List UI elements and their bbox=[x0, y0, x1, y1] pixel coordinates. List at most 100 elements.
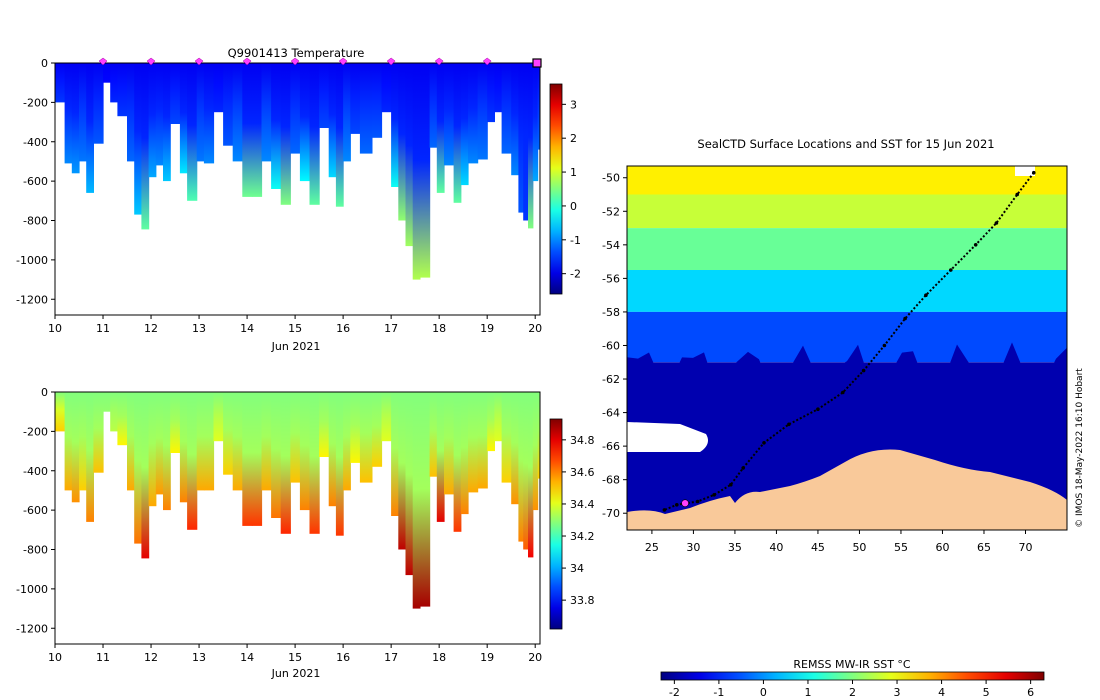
salinity-profile-bar bbox=[280, 392, 291, 534]
temperature-profile-bar bbox=[71, 63, 80, 174]
seal-surface-location bbox=[662, 508, 667, 512]
seal-surface-location bbox=[841, 390, 845, 395]
map-lon-tick-label: 25 bbox=[645, 541, 659, 554]
salinity-profile-bar bbox=[523, 392, 529, 550]
temperature-y-tick-label: 0 bbox=[41, 57, 48, 70]
salinity-profile-bar bbox=[420, 392, 431, 607]
temperature-profile-bar bbox=[271, 63, 282, 189]
sst-map-panel: SealCTD Surface Locations and SST for 15… bbox=[602, 137, 1085, 699]
map-lon-tick-label: 45 bbox=[811, 541, 825, 554]
seal-surface-location bbox=[949, 268, 953, 272]
temperature-profile-bar bbox=[213, 63, 224, 113]
salinity-profile-bar bbox=[528, 392, 534, 558]
temperature-profile-bar bbox=[280, 63, 291, 205]
salinity-colorbar-tick-label: 33.8 bbox=[570, 594, 595, 607]
sst-colorbar-tick-label: 5 bbox=[983, 686, 990, 699]
surface-location-marker bbox=[98, 57, 108, 66]
salinity-profile-bar bbox=[71, 392, 80, 503]
salinity-profile-bar bbox=[487, 392, 495, 452]
temperature-profile-bar bbox=[196, 63, 205, 162]
salinity-profile-bar bbox=[335, 392, 344, 536]
temperature-plot-frame bbox=[54, 62, 541, 316]
sst-colorbar-tick-label: -2 bbox=[669, 686, 680, 699]
seal-surface-location bbox=[1015, 192, 1019, 197]
salinity-profile-bar bbox=[213, 392, 224, 442]
temperature-profile-bar bbox=[468, 63, 479, 164]
salinity-profile-bar bbox=[371, 392, 383, 467]
temperature-profile-bar bbox=[117, 63, 128, 117]
salinity-profile-bar bbox=[501, 392, 512, 483]
map-lon-tick-label: 50 bbox=[852, 541, 866, 554]
temperature-profile-bar bbox=[501, 63, 512, 154]
temperature-x-axis: 10 11 12 13 14 15 16 17 18 19 20 bbox=[48, 315, 542, 335]
salinity-profiles bbox=[55, 392, 540, 609]
salinity-x-tick-label: 17 bbox=[384, 651, 398, 664]
map-lat-tick-label: -52 bbox=[602, 205, 620, 218]
seal-track bbox=[662, 170, 1036, 512]
salinity-profile-bar bbox=[93, 392, 104, 473]
salinity-profile-bar bbox=[299, 392, 311, 511]
salinity-panel: 0 -200 -400 -600 -800 -1000 -1200 10 11 12 13 14 15… bbox=[16, 386, 594, 680]
temperature-x-tick-label: 14 bbox=[240, 322, 254, 335]
temperature-profile-bar bbox=[86, 63, 94, 193]
salinity-profile-bar bbox=[537, 392, 540, 479]
map-lon-tick-label: 65 bbox=[977, 541, 991, 554]
map-lat-tick-label: -70 bbox=[602, 507, 620, 520]
temperature-profile-bar bbox=[528, 63, 534, 229]
temperature-y-axis: 0 -200 -400 -600 -800 -1000 -1200 bbox=[16, 57, 55, 306]
surface-location-marker bbox=[146, 57, 156, 66]
salinity-colorbar bbox=[549, 418, 563, 630]
temperature-profile-bar bbox=[381, 63, 392, 113]
salinity-x-tick-label: 13 bbox=[192, 651, 206, 664]
temperature-profile-bar bbox=[55, 63, 66, 103]
temperature-profile-bar bbox=[155, 63, 164, 166]
salinity-profile-bar bbox=[179, 392, 188, 503]
temperature-profile-bar bbox=[343, 63, 351, 162]
salinity-colorbar-tick-label: 34.2 bbox=[570, 530, 595, 543]
sst-colorbar-tick-label: 4 bbox=[938, 686, 945, 699]
salinity-profile-bar bbox=[134, 392, 142, 544]
salinity-profile-bar bbox=[436, 392, 445, 522]
temperature-surface-markers bbox=[98, 57, 542, 68]
sst-colorbar-tick-label: 1 bbox=[804, 686, 811, 699]
temperature-colorbar-tick-label: 1 bbox=[570, 166, 577, 179]
salinity-profile-bar bbox=[223, 392, 234, 475]
temperature-x-tick-label: 16 bbox=[336, 322, 350, 335]
seal-surface-location bbox=[712, 493, 716, 497]
temperature-x-tick-label: 19 bbox=[480, 322, 494, 335]
temperature-profile-bar bbox=[232, 63, 243, 162]
salinity-profile-bar bbox=[103, 392, 111, 412]
salinity-profile-bar bbox=[242, 392, 253, 526]
seal-surface-location bbox=[695, 499, 700, 504]
salinity-y-axis: 0 -200 -400 -600 -800 -1000 -1200 bbox=[16, 386, 55, 635]
map-land-ice bbox=[627, 166, 1067, 530]
sst-band bbox=[627, 228, 1067, 270]
antarctica-land-west bbox=[627, 496, 735, 530]
salinity-x-label: Jun 2021 bbox=[271, 667, 321, 680]
map-lon-tick-label: 70 bbox=[1018, 541, 1032, 554]
salinity-colorbar-tick-label: 34.6 bbox=[570, 466, 595, 479]
temperature-profile-bar bbox=[398, 63, 407, 221]
sst-band bbox=[627, 166, 1067, 195]
salinity-profile-bar bbox=[453, 392, 462, 532]
salinity-y-tick-label: 0 bbox=[41, 386, 48, 399]
temperature-profile-bar bbox=[103, 63, 111, 83]
temperature-colorbar-tick-label: -2 bbox=[570, 268, 581, 281]
current-profile-marker bbox=[532, 58, 542, 68]
map-latitude-axis: -50 -52 -54 -56 -58 -60 -62 -64 -66 -68 -70 bbox=[602, 172, 627, 520]
map-lat-tick-label: -50 bbox=[602, 172, 620, 185]
salinity-x-tick-label: 19 bbox=[480, 651, 494, 664]
temperature-profile-bar bbox=[405, 63, 414, 247]
salinity-profile-bar bbox=[271, 392, 282, 518]
sst-colorbar-tick-label: 0 bbox=[760, 686, 767, 699]
temperature-profiles bbox=[55, 63, 540, 280]
salinity-x-axis: 10 11 12 13 14 15 16 17 18 19 20 bbox=[48, 644, 542, 664]
salinity-profile-bar bbox=[444, 392, 455, 495]
temperature-profile-bar bbox=[290, 63, 301, 154]
salinity-colorbar-tick-label: 34.4 bbox=[570, 498, 595, 511]
seal-surface-location bbox=[861, 368, 866, 373]
salinity-profile-bar bbox=[196, 392, 205, 491]
temperature-y-tick-label: -1000 bbox=[16, 254, 48, 267]
sst-band bbox=[627, 311, 1067, 363]
temperature-profile-bar bbox=[187, 63, 198, 201]
